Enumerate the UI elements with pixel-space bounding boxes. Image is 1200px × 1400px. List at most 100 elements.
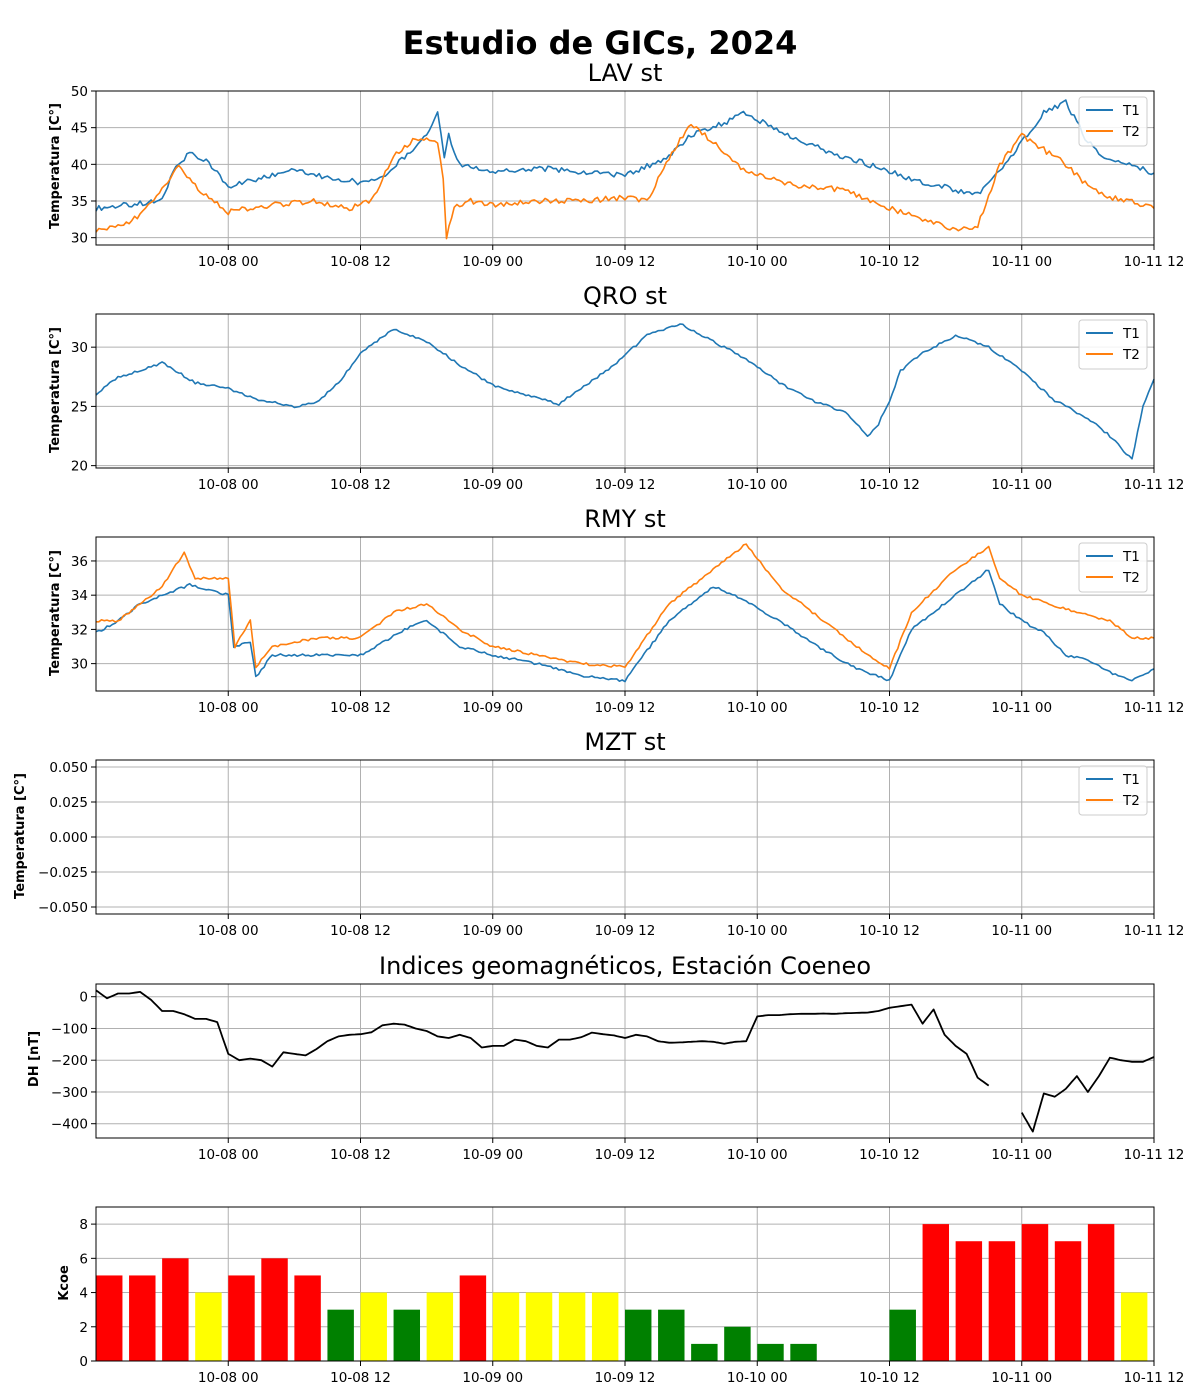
bar: [790, 1343, 817, 1361]
plot-mzt: 10-08 00 10-08 12 10-09 00 10-09 12 10-10 00…: [38, 759, 1185, 939]
y-tick-label: 8: [79, 1217, 88, 1233]
x-tick-label: 10-11 00: [991, 254, 1052, 270]
x-tick-label: 10-10 12: [859, 1370, 920, 1386]
x-tick-label: 10-09 12: [595, 700, 656, 716]
bar: [1087, 1224, 1115, 1361]
y-tick-label: 30: [71, 657, 88, 673]
bar: [558, 1292, 586, 1361]
ylabel-kcoe: Kcoe: [57, 1265, 72, 1301]
bar: [426, 1292, 454, 1361]
bar: [228, 1275, 255, 1361]
x-tick-label: 10-11 12: [1124, 254, 1185, 270]
x-tick-label: 10-08 00: [198, 254, 259, 270]
y-tick-label: 0: [79, 990, 88, 1006]
y-tick-label: −0.025: [38, 865, 88, 881]
x-tick-label: 10-09 00: [462, 477, 523, 493]
bar: [525, 1292, 553, 1361]
x-tick-label: 10-10 12: [859, 254, 920, 270]
ylabel-rmy: Temperatura [C°]: [48, 550, 63, 676]
x-tick-label: 10-10 00: [727, 923, 788, 939]
x-tick-label: 10-08 12: [330, 700, 391, 716]
x-tick-label: 10-09 00: [462, 254, 523, 270]
y-tick-label: 0.000: [49, 830, 88, 846]
x-tick-label: 10-08 12: [330, 1370, 391, 1386]
x-tick-label: 10-11 00: [991, 1147, 1052, 1163]
y-tick-label: 45: [71, 121, 88, 137]
bar: [360, 1292, 387, 1361]
plot-kcoe: 10-08 00 10-08 12 10-09 00 10-09 12 10-10 00…: [79, 1206, 1185, 1386]
bar: [492, 1292, 520, 1361]
y-tick-label: −200: [51, 1053, 88, 1069]
bar: [1120, 1292, 1148, 1361]
y-tick-label: 40: [71, 157, 88, 173]
bar: [393, 1309, 421, 1361]
x-tick-label: 10-08 00: [198, 477, 259, 493]
y-tick-label: 2: [79, 1320, 88, 1336]
bar: [757, 1343, 784, 1361]
bar: [129, 1275, 156, 1361]
bar: [162, 1258, 189, 1361]
plot-qro: 10-08 00 10-08 12 10-09 00 10-09 12 10-10 00…: [71, 313, 1185, 493]
bar: [658, 1309, 685, 1361]
y-tick-label: −100: [51, 1021, 88, 1037]
x-tick-label: 10-10 00: [727, 1370, 788, 1386]
bar: [955, 1241, 983, 1361]
x-tick-label: 10-09 12: [595, 477, 656, 493]
x-tick-label: 10-11 12: [1124, 1370, 1185, 1386]
x-tick-label: 10-09 00: [462, 1370, 523, 1386]
x-tick-label: 10-11 00: [991, 700, 1052, 716]
x-tick-label: 10-09 00: [462, 700, 523, 716]
panel-title-mzt: MZT st: [584, 728, 665, 756]
y-tick-label: 35: [71, 194, 88, 210]
x-tick-label: 10-10 00: [727, 254, 788, 270]
panel-title-dh: Indices geomagnéticos, Estación Coeneo: [379, 952, 871, 980]
x-tick-label: 10-10 12: [859, 700, 920, 716]
x-tick-label: 10-08 00: [198, 1147, 259, 1163]
legend-label-t1: T1: [1122, 103, 1140, 119]
bar: [195, 1292, 222, 1361]
x-tick-label: 10-11 12: [1124, 700, 1185, 716]
panel-rmy: RMY st Temperatura [C°] 10-08 00 10-08 12…: [48, 505, 1184, 716]
bar: [889, 1309, 916, 1361]
x-tick-label: 10-08 00: [198, 1370, 259, 1386]
series-line-t1: [95, 569, 1155, 683]
x-tick-label: 10-10 00: [727, 700, 788, 716]
y-tick-label: −400: [51, 1117, 88, 1133]
legend-label-t2: T2: [1122, 347, 1140, 363]
y-tick-label: 32: [71, 622, 88, 638]
x-tick-label: 10-11 12: [1124, 1147, 1185, 1163]
series-line-dh: [1021, 1056, 1155, 1133]
x-tick-label: 10-11 12: [1124, 923, 1185, 939]
x-tick-label: 10-10 12: [859, 477, 920, 493]
panel-qro: QRO st Temperatura [C°] 10-08 00 10-08 12…: [48, 282, 1184, 493]
y-tick-label: −300: [51, 1085, 88, 1101]
y-tick-label: 30: [71, 231, 88, 247]
series-line-t2: [96, 543, 1155, 670]
y-tick-label: 4: [79, 1286, 88, 1302]
plot-dh: 10-08 00 10-08 12 10-09 00 10-09 12 10-10 00…: [51, 983, 1185, 1163]
panel-title-qro: QRO st: [583, 282, 667, 310]
x-tick-label: 10-11 12: [1124, 477, 1185, 493]
series-line-t1: [95, 99, 1155, 212]
legend-label-t1: T1: [1122, 772, 1140, 788]
bar: [691, 1343, 718, 1361]
x-tick-label: 10-09 12: [595, 254, 656, 270]
bar: [261, 1258, 288, 1361]
x-tick-label: 10-08 12: [330, 923, 391, 939]
plot-rmy: 10-08 00 10-08 12 10-09 00 10-09 12 10-10 00…: [71, 536, 1185, 716]
legend-label-t1: T1: [1122, 549, 1140, 565]
bar: [625, 1309, 652, 1361]
ylabel-qro: Temperatura [C°]: [48, 327, 63, 453]
ylabel-lav: Temperatura [C°]: [48, 103, 63, 229]
panel-mzt: MZT st Temperatura [C°] 10-08 00 10-08 12…: [13, 728, 1184, 939]
x-tick-label: 10-10 12: [859, 923, 920, 939]
x-tick-label: 10-10 00: [727, 1147, 788, 1163]
y-tick-label: 50: [71, 84, 88, 100]
ylabel-mzt: Temperatura [C°]: [13, 773, 28, 899]
y-tick-label: 0: [79, 1354, 88, 1370]
x-tick-label: 10-08 00: [198, 700, 259, 716]
bar: [1054, 1241, 1082, 1361]
ylabel-dh: DH [nT]: [27, 1031, 42, 1087]
bar: [294, 1275, 321, 1361]
